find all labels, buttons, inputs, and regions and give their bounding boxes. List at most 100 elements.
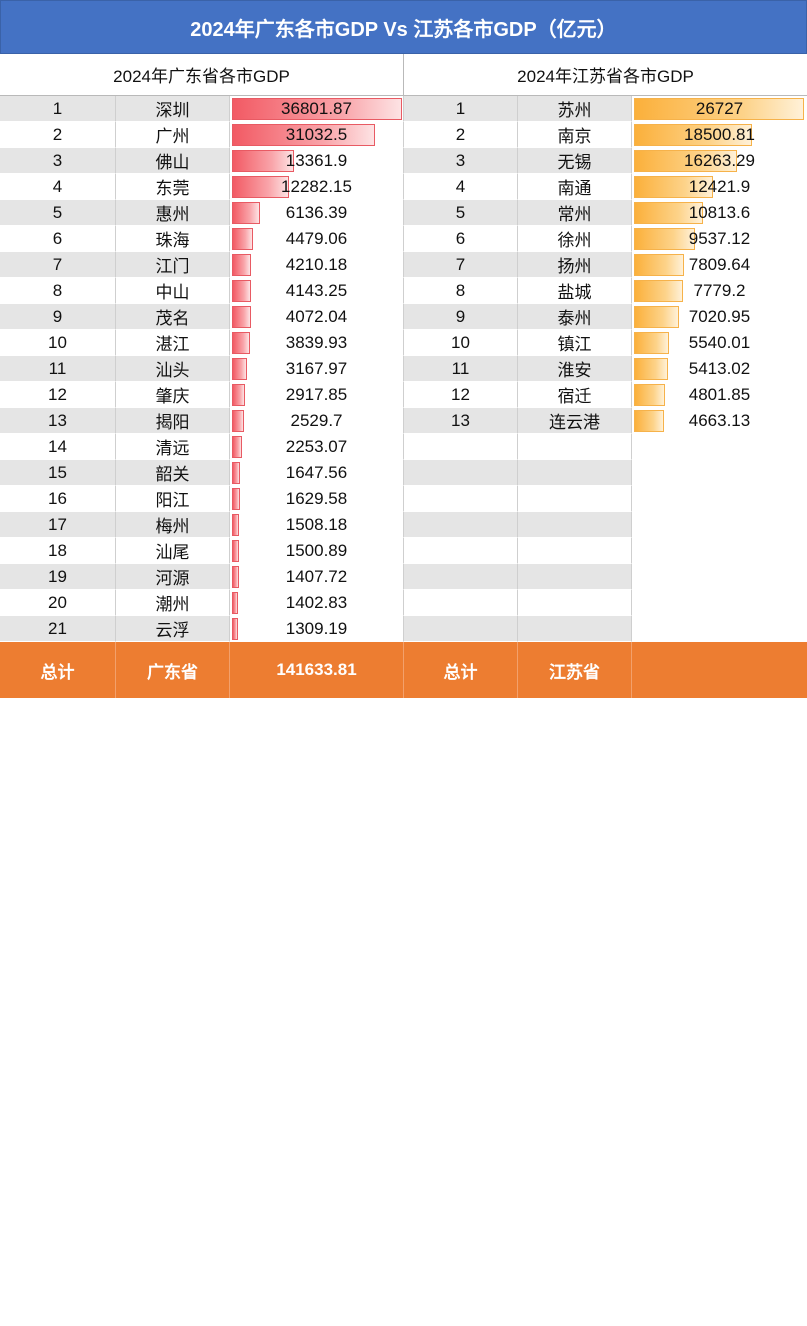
table-row: 5 惠州 6136.39 5 常州 10813.6 xyxy=(0,200,807,226)
gd-gdp-value: 1508.18 xyxy=(285,514,348,534)
js-rank-cell: 13 xyxy=(404,408,518,434)
gd-rank: 15 xyxy=(48,462,67,482)
gd-gdp-bar xyxy=(232,124,376,146)
gd-rank: 12 xyxy=(48,384,67,404)
gd-city-cell: 茂名 xyxy=(116,304,230,330)
js-city: 宿迁 xyxy=(557,387,592,406)
js-gdp-bar xyxy=(634,124,752,146)
js-city: 盐城 xyxy=(557,283,592,302)
gd-gdp-bar xyxy=(232,98,402,120)
empty-cell xyxy=(632,460,807,486)
gd-value-cell: 12282.15 xyxy=(230,174,404,200)
empty-cell xyxy=(404,590,518,616)
gd-value-cell: 1402.83 xyxy=(230,590,404,616)
gd-gdp-value: 13361.9 xyxy=(285,150,348,170)
js-rank-cell: 12 xyxy=(404,382,518,408)
empty-cell xyxy=(632,538,807,564)
gd-value-cell: 1407.72 xyxy=(230,564,404,590)
empty-cell xyxy=(632,590,807,616)
js-province: 江苏省 xyxy=(518,642,632,698)
table-row: 10 湛江 3839.93 10 镇江 5540.01 xyxy=(0,330,807,356)
page-title: 2024年广东各市GDP Vs 江苏各市GDP（亿元） xyxy=(0,0,807,54)
gd-gdp-bar xyxy=(232,384,246,406)
gd-rank-cell: 9 xyxy=(0,304,116,330)
js-city-cell: 无锡 xyxy=(518,148,632,174)
table-row: 11 汕头 3167.97 11 淮安 5413.02 xyxy=(0,356,807,382)
gd-value-cell: 3839.93 xyxy=(230,330,404,356)
empty-cell xyxy=(632,564,807,590)
gd-gdp-bar xyxy=(232,228,253,250)
gd-gdp-bar xyxy=(232,540,239,562)
gd-gdp-bar xyxy=(232,462,240,484)
js-city: 徐州 xyxy=(557,231,592,250)
gd-value-cell: 1500.89 xyxy=(230,538,404,564)
gd-gdp-value: 1647.56 xyxy=(285,462,348,482)
gd-city: 东莞 xyxy=(155,179,190,198)
gd-gdp-value: 3167.97 xyxy=(285,358,348,378)
gd-rank: 9 xyxy=(52,306,63,326)
empty-cell xyxy=(404,512,518,538)
gd-city-cell: 云浮 xyxy=(116,616,230,642)
gd-rank: 1 xyxy=(52,98,63,118)
gd-total-label: 总计 xyxy=(0,642,116,698)
gd-gdp-bar xyxy=(232,150,294,172)
gd-city-cell: 潮州 xyxy=(116,590,230,616)
js-gdp-value: 12421.9 xyxy=(688,176,751,196)
js-gdp-value: 5540.01 xyxy=(688,332,751,352)
gd-rank-cell: 6 xyxy=(0,226,116,252)
empty-cell xyxy=(518,512,632,538)
empty-cell xyxy=(632,486,807,512)
empty-cell xyxy=(518,564,632,590)
js-city: 无锡 xyxy=(557,153,592,172)
js-gdp-value: 9537.12 xyxy=(688,228,751,248)
gd-city: 河源 xyxy=(155,569,190,588)
js-value-cell: 7020.95 xyxy=(632,304,807,330)
js-value-cell: 7809.64 xyxy=(632,252,807,278)
js-city-cell: 连云港 xyxy=(518,408,632,434)
js-rank-cell: 2 xyxy=(404,122,518,148)
gd-city: 佛山 xyxy=(155,153,190,172)
js-gdp-bar xyxy=(634,98,804,120)
js-city: 连云港 xyxy=(549,413,600,432)
js-city: 常州 xyxy=(557,205,592,224)
gd-rank: 2 xyxy=(52,124,63,144)
gd-gdp-value: 4072.04 xyxy=(285,306,348,326)
gd-city-cell: 中山 xyxy=(116,278,230,304)
gd-value-cell: 1309.19 xyxy=(230,616,404,642)
gd-rank-cell: 19 xyxy=(0,564,116,590)
empty-cell xyxy=(632,434,807,460)
js-rank-cell: 7 xyxy=(404,252,518,278)
gd-city-cell: 揭阳 xyxy=(116,408,230,434)
gd-value-cell: 4479.06 xyxy=(230,226,404,252)
js-value-cell: 5540.01 xyxy=(632,330,807,356)
gd-value-cell: 2253.07 xyxy=(230,434,404,460)
gd-gdp-value: 1629.58 xyxy=(285,488,348,508)
gd-rank: 19 xyxy=(48,566,67,586)
empty-cell xyxy=(404,564,518,590)
table-row: 12 肇庆 2917.85 12 宿迁 4801.85 xyxy=(0,382,807,408)
gd-rank: 3 xyxy=(52,150,63,170)
gd-city: 汕尾 xyxy=(155,543,190,562)
js-gdp-value: 5413.02 xyxy=(688,358,751,378)
js-rank: 13 xyxy=(451,410,470,430)
js-rank-cell: 10 xyxy=(404,330,518,356)
gd-rank: 5 xyxy=(52,202,63,222)
table-row: 16 阳江 1629.58 xyxy=(0,486,807,512)
gd-gdp-bar xyxy=(232,592,239,614)
js-city-cell: 淮安 xyxy=(518,356,632,382)
empty-cell xyxy=(404,616,518,642)
gd-city: 深圳 xyxy=(155,101,190,120)
js-rank: 1 xyxy=(455,98,466,118)
gd-city-cell: 江门 xyxy=(116,252,230,278)
gd-rank-cell: 11 xyxy=(0,356,116,382)
js-rank: 8 xyxy=(455,280,466,300)
gd-gdp-value: 1500.89 xyxy=(285,540,348,560)
js-gdp-bar xyxy=(634,280,684,302)
table-row: 17 梅州 1508.18 xyxy=(0,512,807,538)
gd-gdp-value: 4143.25 xyxy=(285,280,348,300)
js-rank-cell: 11 xyxy=(404,356,518,382)
gd-rank: 8 xyxy=(52,280,63,300)
gd-city-cell: 肇庆 xyxy=(116,382,230,408)
js-rank-cell: 6 xyxy=(404,226,518,252)
gd-total-value: 141633.81 xyxy=(230,642,404,698)
